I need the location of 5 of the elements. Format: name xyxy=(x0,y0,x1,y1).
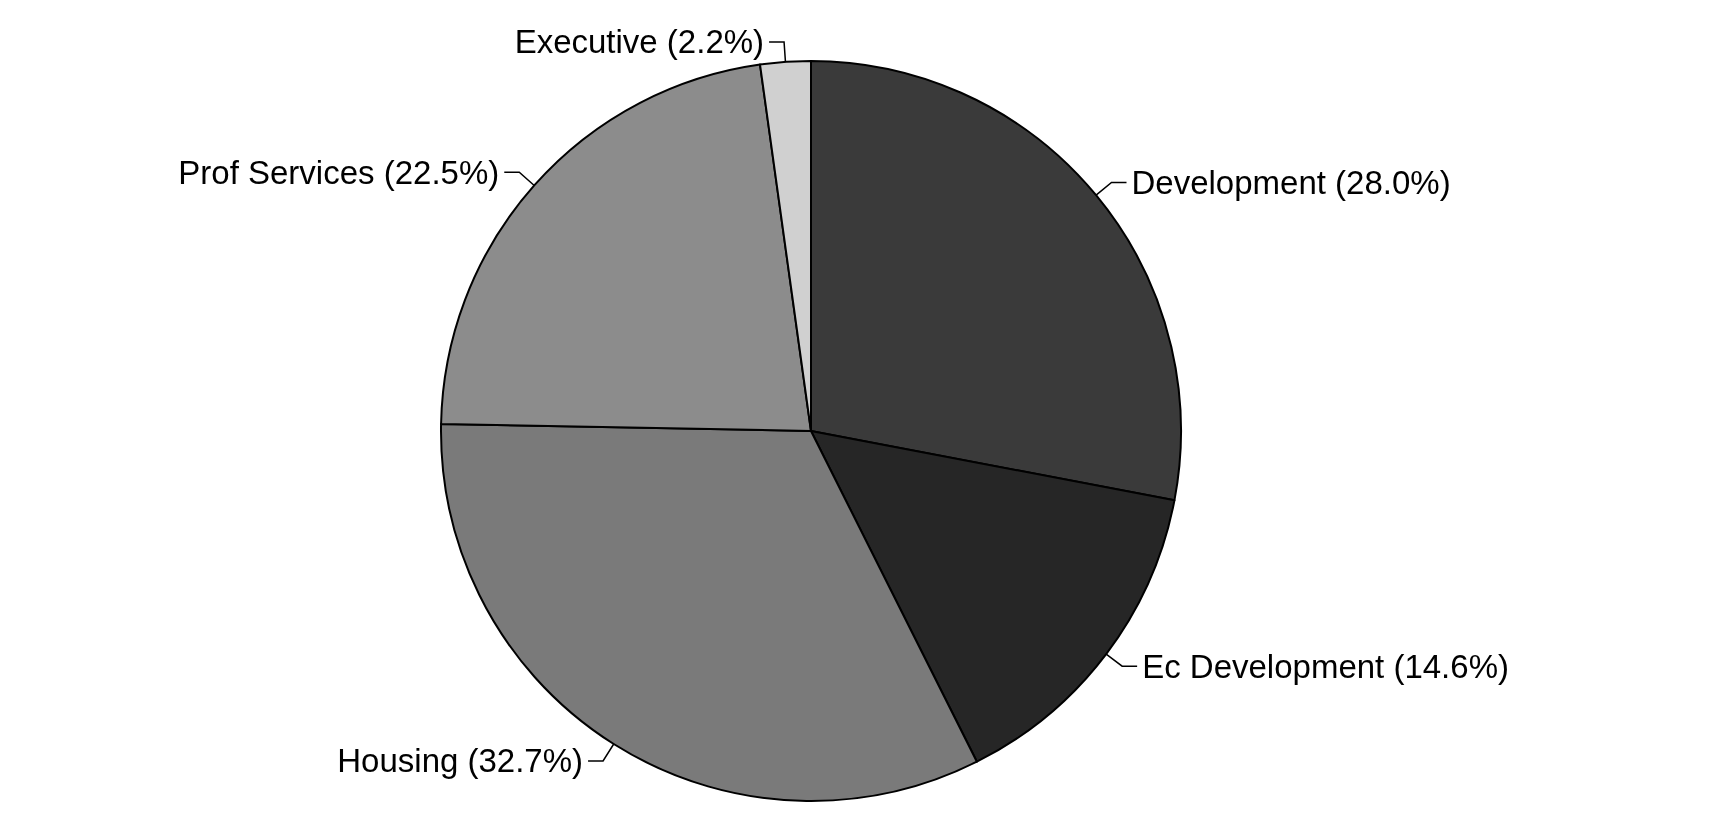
slice-label: Development (28.0%) xyxy=(1131,163,1451,201)
slice-label: Ec Development (14.6%) xyxy=(1142,647,1509,685)
slice-label: Executive (2.2%) xyxy=(514,23,765,61)
slice-label: Housing (32.7%) xyxy=(337,742,584,780)
slice-label: Prof Services (22.5%) xyxy=(178,153,500,191)
